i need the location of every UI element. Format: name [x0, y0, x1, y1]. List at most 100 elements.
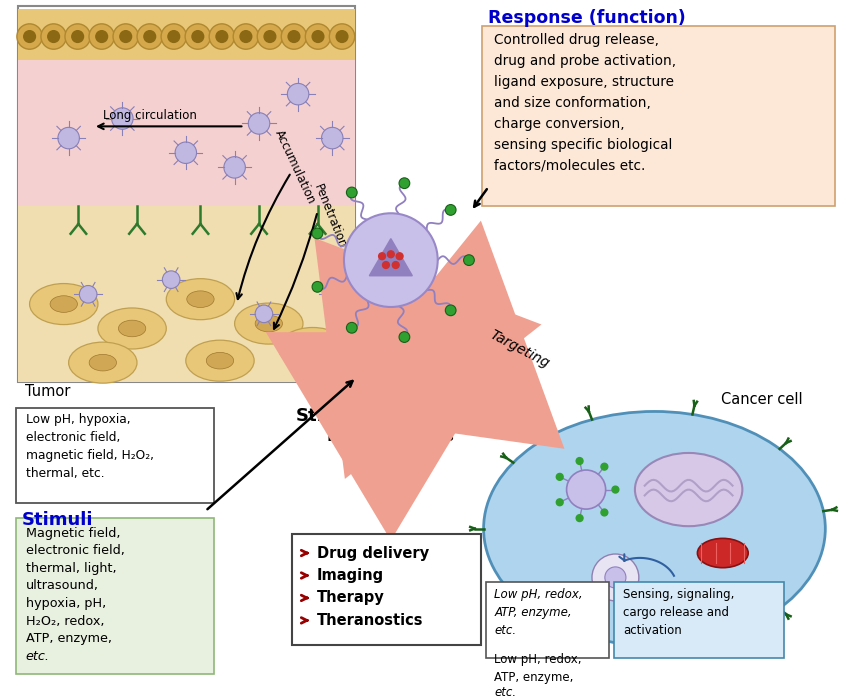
- Circle shape: [264, 31, 276, 43]
- Circle shape: [557, 499, 563, 505]
- Circle shape: [209, 24, 235, 49]
- Text: etc.: etc.: [26, 650, 49, 663]
- Circle shape: [445, 204, 456, 216]
- Circle shape: [397, 253, 403, 260]
- Text: and size conformation,: and size conformation,: [494, 96, 651, 110]
- Text: Tumor: Tumor: [25, 384, 70, 399]
- Circle shape: [186, 24, 210, 49]
- FancyBboxPatch shape: [486, 582, 608, 659]
- Circle shape: [346, 323, 357, 333]
- Text: Low pH, hypoxia,
electronic field,
magnetic field, H₂O₂,
thermal, etc.: Low pH, hypoxia, electronic field, magne…: [26, 414, 154, 480]
- Circle shape: [111, 108, 133, 130]
- Circle shape: [17, 24, 43, 49]
- FancyBboxPatch shape: [18, 206, 355, 382]
- Circle shape: [399, 332, 410, 342]
- Circle shape: [601, 463, 608, 470]
- Text: Controlled drug release,: Controlled drug release,: [494, 33, 660, 47]
- Circle shape: [282, 24, 306, 49]
- Circle shape: [336, 31, 348, 43]
- Text: Accumulation: Accumulation: [271, 128, 317, 206]
- Circle shape: [120, 31, 132, 43]
- Ellipse shape: [69, 342, 137, 383]
- Circle shape: [175, 142, 197, 164]
- Text: etc.: etc.: [494, 686, 517, 699]
- Text: charge conversion,: charge conversion,: [494, 117, 625, 131]
- Circle shape: [653, 597, 692, 636]
- Ellipse shape: [278, 328, 347, 368]
- Circle shape: [48, 31, 60, 43]
- Ellipse shape: [698, 538, 748, 568]
- Circle shape: [379, 253, 386, 260]
- Text: electronic field,: electronic field,: [26, 544, 124, 557]
- FancyBboxPatch shape: [482, 26, 835, 206]
- Circle shape: [163, 271, 180, 288]
- Text: thermal, light,: thermal, light,: [26, 562, 117, 575]
- Circle shape: [168, 31, 180, 43]
- Ellipse shape: [255, 315, 283, 332]
- Circle shape: [288, 31, 300, 43]
- Text: Therapy: Therapy: [317, 590, 385, 606]
- Ellipse shape: [635, 453, 742, 526]
- Ellipse shape: [98, 308, 166, 349]
- Ellipse shape: [186, 340, 254, 382]
- Circle shape: [464, 255, 474, 265]
- FancyBboxPatch shape: [18, 60, 355, 206]
- Circle shape: [65, 24, 90, 49]
- Circle shape: [41, 24, 66, 49]
- Circle shape: [224, 157, 245, 178]
- Circle shape: [79, 286, 97, 303]
- Circle shape: [323, 286, 341, 303]
- Circle shape: [601, 509, 608, 516]
- Circle shape: [576, 514, 583, 522]
- Text: Drug delivery: Drug delivery: [317, 545, 429, 561]
- Ellipse shape: [89, 354, 117, 371]
- Text: Magnetic field,: Magnetic field,: [26, 526, 120, 540]
- Circle shape: [663, 608, 681, 625]
- Circle shape: [387, 251, 394, 258]
- Circle shape: [322, 127, 343, 149]
- Circle shape: [288, 83, 309, 105]
- FancyBboxPatch shape: [16, 518, 214, 674]
- Circle shape: [255, 305, 272, 323]
- Circle shape: [58, 127, 79, 149]
- Text: Long circulation: Long circulation: [103, 108, 197, 122]
- Circle shape: [612, 486, 619, 493]
- Text: Theranostics: Theranostics: [317, 613, 423, 628]
- Circle shape: [312, 281, 323, 292]
- Circle shape: [137, 24, 163, 49]
- Text: Stimuli: Stimuli: [22, 511, 94, 529]
- Ellipse shape: [299, 340, 327, 356]
- Circle shape: [576, 458, 583, 464]
- Circle shape: [248, 113, 270, 134]
- Polygon shape: [369, 239, 413, 276]
- Circle shape: [233, 24, 259, 49]
- FancyBboxPatch shape: [614, 582, 785, 659]
- Text: Penetration: Penetration: [311, 182, 348, 251]
- Text: H₂O₂, redox,: H₂O₂, redox,: [26, 615, 104, 627]
- Circle shape: [71, 31, 83, 43]
- Circle shape: [346, 187, 357, 198]
- Text: Low pH, redox,
ATP, enzyme,: Low pH, redox, ATP, enzyme,: [494, 652, 582, 684]
- FancyBboxPatch shape: [18, 9, 355, 60]
- Text: Imaging: Imaging: [317, 568, 384, 583]
- Circle shape: [24, 31, 36, 43]
- Circle shape: [399, 178, 410, 188]
- Text: Targeting: Targeting: [488, 328, 551, 370]
- Text: ligand exposure, structure: ligand exposure, structure: [494, 75, 674, 89]
- Ellipse shape: [30, 284, 98, 325]
- Text: ATP, enzyme,: ATP, enzyme,: [26, 632, 111, 645]
- FancyBboxPatch shape: [18, 6, 355, 382]
- Ellipse shape: [166, 279, 235, 320]
- Circle shape: [329, 24, 355, 49]
- Text: Low pH, redox,
ATP, enzyme,
etc.: Low pH, redox, ATP, enzyme, etc.: [494, 588, 583, 637]
- Circle shape: [392, 262, 399, 268]
- Ellipse shape: [118, 320, 146, 337]
- Ellipse shape: [206, 352, 234, 369]
- Text: hypoxia, pH,: hypoxia, pH,: [26, 597, 106, 610]
- Circle shape: [113, 24, 139, 49]
- Text: ultrasound,: ultrasound,: [26, 580, 99, 592]
- Circle shape: [445, 305, 456, 316]
- Circle shape: [344, 214, 437, 307]
- Circle shape: [192, 31, 203, 43]
- Circle shape: [383, 262, 390, 268]
